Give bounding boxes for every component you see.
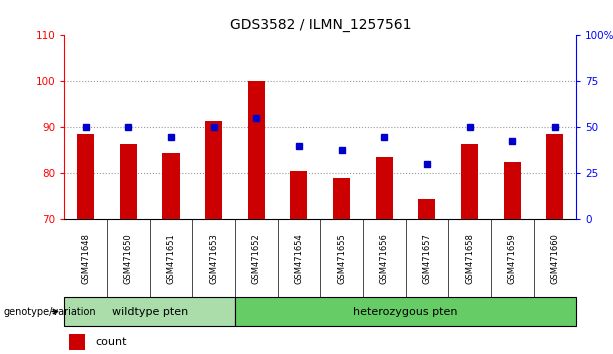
- Bar: [248, 81, 265, 219]
- Bar: [64, 297, 235, 326]
- Text: wildtype pten: wildtype pten: [112, 307, 188, 316]
- Bar: [120, 143, 137, 219]
- Text: GSM471660: GSM471660: [550, 233, 560, 284]
- Text: GSM471656: GSM471656: [380, 233, 389, 284]
- Text: GSM471652: GSM471652: [252, 233, 261, 284]
- Text: GSM471658: GSM471658: [465, 233, 474, 284]
- Text: heterozygous pten: heterozygous pten: [353, 307, 458, 316]
- Text: genotype/variation: genotype/variation: [3, 307, 96, 316]
- Text: GSM471651: GSM471651: [167, 233, 175, 284]
- Text: GSM471659: GSM471659: [508, 233, 517, 284]
- Text: GSM471650: GSM471650: [124, 233, 133, 284]
- Bar: [504, 162, 521, 219]
- Bar: [77, 134, 94, 219]
- Bar: [333, 178, 350, 219]
- Bar: [376, 157, 393, 219]
- Bar: [162, 153, 180, 219]
- Bar: [291, 171, 308, 219]
- Title: GDS3582 / ILMN_1257561: GDS3582 / ILMN_1257561: [229, 18, 411, 32]
- Bar: [546, 134, 563, 219]
- Text: GSM471653: GSM471653: [209, 233, 218, 284]
- Text: GSM471654: GSM471654: [294, 233, 303, 284]
- Text: GSM471648: GSM471648: [81, 233, 90, 284]
- Bar: [235, 297, 576, 326]
- Text: count: count: [95, 337, 126, 347]
- Bar: [205, 120, 222, 219]
- Bar: [69, 334, 85, 350]
- Bar: [461, 143, 478, 219]
- Text: GSM471657: GSM471657: [422, 233, 432, 284]
- Bar: [419, 199, 435, 219]
- Text: GSM471655: GSM471655: [337, 233, 346, 284]
